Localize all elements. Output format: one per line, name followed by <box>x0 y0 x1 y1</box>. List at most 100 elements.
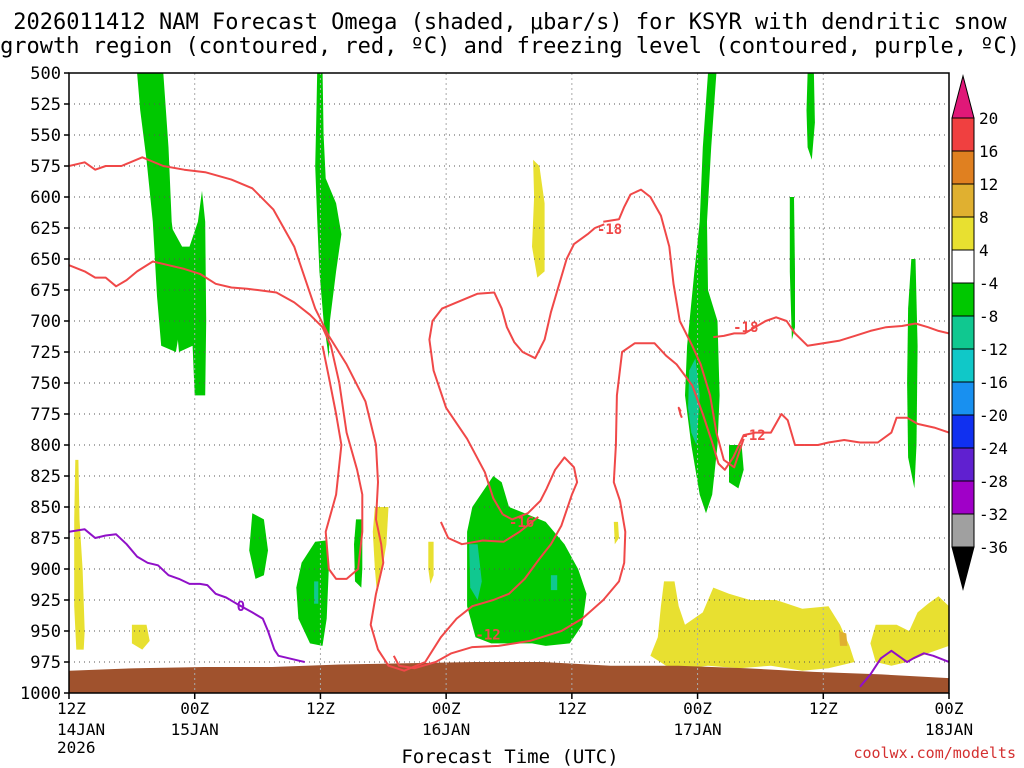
colorbar-segment <box>951 249 975 284</box>
x-tick-label-top: 12Z <box>57 699 86 718</box>
omega-region-8 <box>249 513 268 579</box>
colorbar-segment <box>951 150 975 185</box>
y-tick-label: 950 <box>30 622 61 642</box>
omega-region-11 <box>467 476 587 646</box>
colorbar-segment <box>951 216 975 251</box>
colorbar-segment <box>951 480 975 515</box>
omega-region-6 <box>907 259 918 489</box>
contour-label-5: 0 <box>237 599 245 615</box>
y-tick-label: 525 <box>30 95 61 115</box>
omega-region-21 <box>532 159 545 278</box>
x-tick-label-top: 12Z <box>306 699 335 718</box>
dgz-contour-4 <box>804 416 949 446</box>
omega-region-10 <box>354 519 363 588</box>
colorbar-segment <box>951 348 975 383</box>
colorbar-label: -8 <box>979 307 998 326</box>
colorbar-label: -28 <box>979 472 1008 491</box>
omega-region-19 <box>428 541 434 584</box>
chart-title-line2: growth region (contoured, red, ºC) and f… <box>0 34 1020 59</box>
contour-label-1: -18 <box>733 320 758 336</box>
x-tick-label-mid: 16JAN <box>422 720 470 739</box>
colorbar: 20 16 12 8 4 -4 -8 -12 -16 -20 -24 -28 -32 -36 <box>951 74 1008 591</box>
contour-label-4: -12 <box>475 628 500 644</box>
contour-label-text: -18 <box>733 320 758 336</box>
x-tick-label-top: 12Z <box>809 699 838 718</box>
dgz-contour-5 <box>69 260 364 580</box>
contour-label-3: -16 <box>509 515 534 531</box>
colorbar-label: -16 <box>979 373 1008 392</box>
y-tick-label: 775 <box>30 405 61 425</box>
dgz-contour-1 <box>428 223 605 515</box>
dgz-contour-0 <box>69 156 579 672</box>
contour-labels: -18 -18 -12 -16 -12 0 <box>237 222 766 644</box>
contour-label-0: -18 <box>597 222 622 238</box>
dgz-contour-3 <box>392 342 805 670</box>
colorbar-label: 16 <box>979 142 998 161</box>
contour-label-text: -18 <box>597 222 622 238</box>
y-tick-label: 650 <box>30 250 61 270</box>
colorbar-segment <box>951 183 975 218</box>
contour-label-text: 0 <box>237 599 245 615</box>
omega-region-24 <box>839 631 848 646</box>
y-tick-label: 675 <box>30 281 61 301</box>
y-tick-label: 975 <box>30 653 61 673</box>
chart-title-line1: 2026011412 NAM Forecast Omega (shaded, μ… <box>13 10 1007 35</box>
x-tick-label-top: 00Z <box>683 699 712 718</box>
colorbar-segment <box>951 282 975 317</box>
omega-region-2 <box>315 73 342 359</box>
colorbar-segment <box>951 513 975 548</box>
colorbar-segment <box>951 414 975 449</box>
dgz-contour-7 <box>713 316 949 347</box>
y-tick-label: 850 <box>30 498 61 518</box>
omega-region-20 <box>613 521 619 545</box>
colorbar-bottom-cap <box>951 546 975 591</box>
colorbar-top-cap <box>951 74 975 119</box>
colorbar-segment <box>951 447 975 482</box>
y-tick-label: 575 <box>30 157 61 177</box>
omega-region-17 <box>131 624 150 650</box>
y-tick-label: 725 <box>30 343 61 363</box>
omega-region-4 <box>806 73 815 160</box>
x-tick-label-top: 00Z <box>180 699 209 718</box>
omega-region-12 <box>469 544 482 600</box>
x-tick-label-mid: 15JAN <box>171 720 219 739</box>
y-tick-label: 550 <box>30 126 61 146</box>
y-tick-label: 1000 <box>20 684 61 704</box>
colorbar-segment <box>951 381 975 416</box>
omega-region-14 <box>314 581 319 604</box>
omega-region-16 <box>74 459 85 650</box>
x-tick-label-top: 12Z <box>557 699 586 718</box>
omega-region-1 <box>168 190 207 396</box>
y-tick-label: 825 <box>30 467 61 487</box>
dendritic-growth-contours <box>69 156 949 672</box>
dgz-contour-8 <box>439 516 539 546</box>
x-tick-label-top: 00Z <box>432 699 461 718</box>
y-tick-label: 625 <box>30 219 61 239</box>
contour-label-text: -12 <box>740 428 765 444</box>
x-tick-label-mid: 18JAN <box>925 720 973 739</box>
omega-region-22 <box>650 581 855 671</box>
x-tick-label-top: 00Z <box>935 699 964 718</box>
terrain-fill <box>69 662 949 693</box>
colorbar-label: -36 <box>979 538 1008 557</box>
y-tick-label: 900 <box>30 560 61 580</box>
colorbar-label: -24 <box>979 439 1008 458</box>
omega-shading <box>74 73 949 671</box>
colorbar-segment <box>951 117 975 152</box>
colorbar-label: -20 <box>979 406 1008 425</box>
freezing-contour-0 <box>69 528 305 663</box>
dgz-contour-6 <box>603 188 745 469</box>
colorbar-label: 4 <box>979 241 989 260</box>
colorbar-label: 8 <box>979 208 989 227</box>
freezing-level-contours <box>69 528 949 688</box>
freezing-contour-1 <box>859 649 949 688</box>
contour-label-2: -12 <box>740 428 765 444</box>
colorbar-label: -12 <box>979 340 1008 359</box>
contour-label-text: -12 <box>475 628 500 644</box>
x-axis-label: Forecast Time (UTC) <box>401 746 618 768</box>
omega-region-5 <box>789 197 795 340</box>
omega-region-7 <box>729 445 744 489</box>
colorbar-label: 20 <box>979 109 998 128</box>
